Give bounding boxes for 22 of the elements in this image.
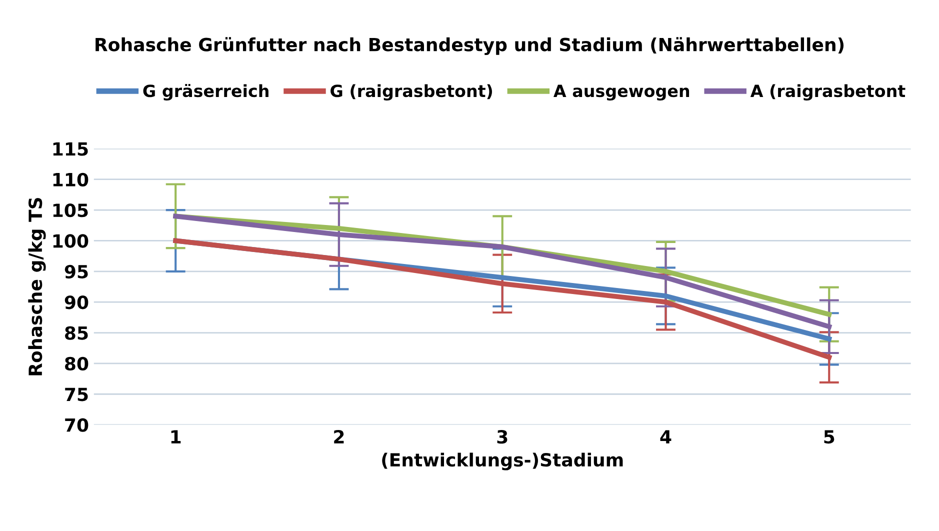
legend-label: A ausgewogen bbox=[554, 84, 690, 101]
y-tick-label: 95 bbox=[64, 264, 88, 279]
x-tick-label: 1 bbox=[171, 430, 181, 444]
y-tick-label: 105 bbox=[53, 204, 88, 218]
y-tick-label: 75 bbox=[65, 388, 88, 402]
x-tick-label: 3 bbox=[497, 430, 508, 444]
x-axis-title: (Entwicklungs-)Stadium bbox=[382, 452, 623, 470]
legend-label: G gräserreich bbox=[143, 84, 268, 101]
y-tick-label: 90 bbox=[64, 296, 88, 310]
y-tick-label: 100 bbox=[53, 234, 88, 248]
y-tick-label: 80 bbox=[65, 356, 88, 371]
y-tick-label: 85 bbox=[65, 326, 88, 340]
x-tick-label: 4 bbox=[660, 430, 672, 444]
y-tick-label: 70 bbox=[65, 418, 88, 432]
x-tick-label: 2 bbox=[334, 430, 344, 444]
legend-label: G (raigrasbetont) bbox=[330, 84, 492, 101]
chart-title: Rohasche Grünfutter nach Bestandestyp und Stadium (Nährwerttabellen) bbox=[96, 37, 844, 56]
y-tick-label: 110 bbox=[53, 172, 88, 186]
x-tick-label: 5 bbox=[824, 430, 834, 444]
y-tick-label: 115 bbox=[53, 142, 88, 156]
y-axis-title: Rohasche g/kg TS bbox=[28, 198, 46, 376]
legend-label: A (raigrasbetont bbox=[750, 84, 906, 101]
